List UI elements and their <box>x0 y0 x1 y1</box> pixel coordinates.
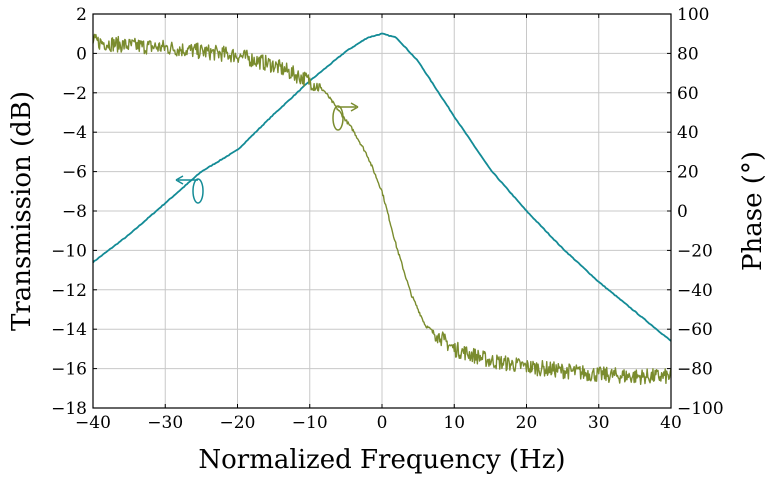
y-tick-label: −2 <box>62 84 87 104</box>
tick-labels: −40 −30 −20 −10 0 10 20 30 40−18−16−14−12−10−8−6… <box>51 5 724 433</box>
y2-tick-label: 20 <box>677 163 699 183</box>
x-tick-label: −40 <box>75 413 111 433</box>
grid <box>92 13 672 409</box>
transmission-arrowhead <box>175 175 184 185</box>
y-tick-label: −14 <box>51 320 87 340</box>
y2-tick-label: 60 <box>677 84 699 104</box>
x-tick-label: −20 <box>220 413 256 433</box>
y2-tick-label: −20 <box>677 241 713 261</box>
y2-tick-label: −100 <box>677 399 724 419</box>
y2-tick-label: 100 <box>677 5 709 25</box>
y2-tick-label: 40 <box>677 123 699 143</box>
y-tick-label: −4 <box>62 123 87 143</box>
series-group <box>92 32 672 386</box>
y-tick-label: −18 <box>51 399 87 419</box>
y-tick-label: −6 <box>62 163 87 183</box>
y-tick-label: −8 <box>62 202 87 222</box>
transmission-axis-marker <box>192 178 204 204</box>
ticks <box>92 13 672 409</box>
y2-tick-label: 0 <box>677 202 688 222</box>
phase-series-line <box>92 33 672 386</box>
x-tick-label: 20 <box>516 413 538 433</box>
y2-tick-label: −60 <box>677 320 713 340</box>
y-tick-label: 2 <box>76 5 87 25</box>
y2-tick-label: 80 <box>677 44 699 64</box>
transmission-series-line <box>92 32 672 342</box>
y-tick-label: −16 <box>51 360 87 380</box>
phase-axis-marker <box>332 105 344 131</box>
x-axis-title: Normalized Frequency (Hz) <box>198 445 565 475</box>
x-tick-label: 40 <box>660 413 682 433</box>
x-tick-label: 10 <box>443 413 465 433</box>
y-tick-label: −10 <box>51 241 87 261</box>
y-axis-title: Transmission (dB) <box>7 91 37 331</box>
phase-arrowhead <box>350 102 359 112</box>
y2-axis-title: Phase (°) <box>738 151 768 271</box>
x-tick-label: −10 <box>292 413 328 433</box>
x-tick-label: −30 <box>147 413 183 433</box>
y2-tick-label: −40 <box>677 281 713 301</box>
x-tick-label: 30 <box>588 413 610 433</box>
y-tick-label: −12 <box>51 281 87 301</box>
x-tick-label: 0 <box>377 413 388 433</box>
annotations <box>175 102 359 204</box>
y2-tick-label: −80 <box>677 360 713 380</box>
y-tick-label: 0 <box>76 44 87 64</box>
